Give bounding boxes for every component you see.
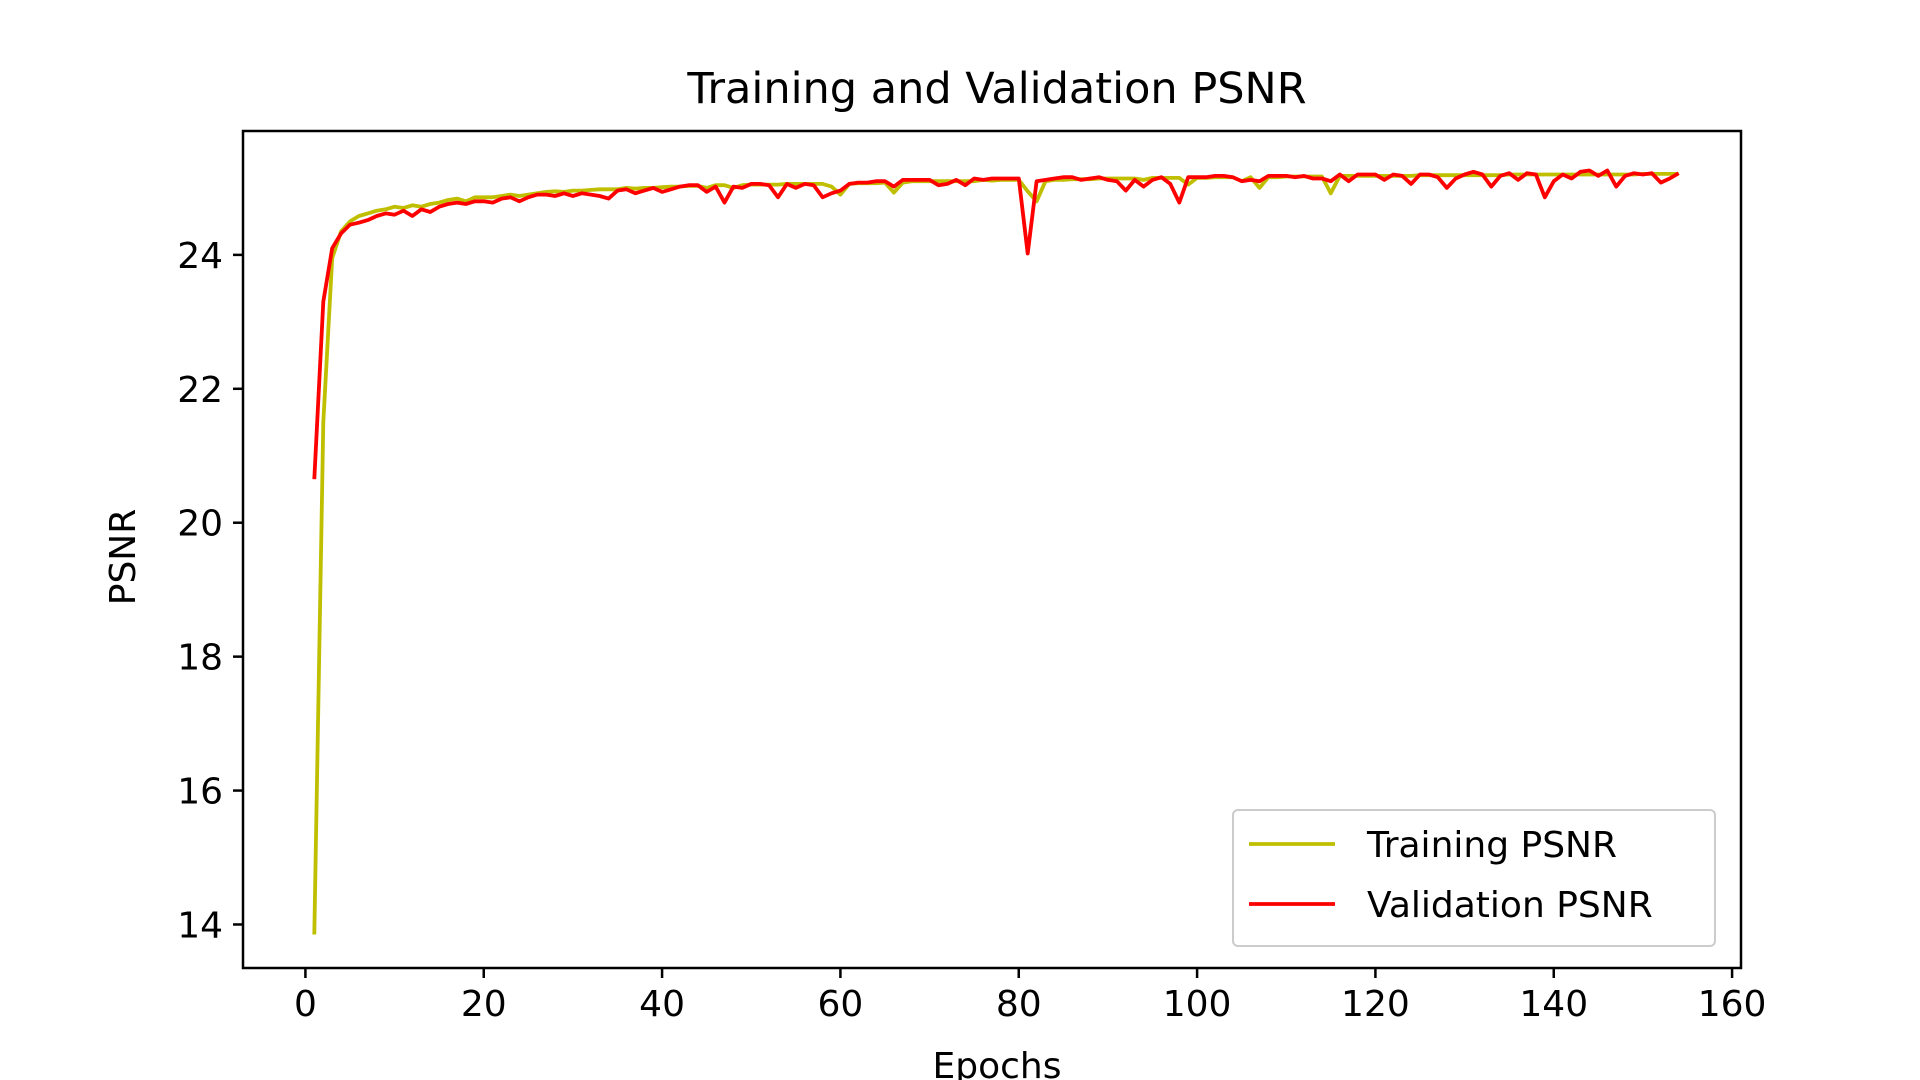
x-tick-label: 40 <box>639 984 685 1025</box>
legend-box <box>1232 809 1716 947</box>
y-tick-label: 20 <box>177 504 223 545</box>
y-tick-label: 22 <box>177 370 223 411</box>
y-axis: 14 16 18 20 22 24 <box>177 236 243 946</box>
series-line-validation-psnr <box>312 168 1680 480</box>
axes-frame <box>241 129 1743 970</box>
x-tick-label: 140 <box>1519 984 1588 1025</box>
y-tick-label: 24 <box>177 236 223 277</box>
y-tick-label: 16 <box>177 772 223 813</box>
plot-area <box>312 168 1680 935</box>
y-tick-label: 14 <box>177 905 223 946</box>
x-tick-label: 160 <box>1698 984 1767 1025</box>
y-tick-label: 18 <box>177 638 223 679</box>
x-tick-label: 20 <box>461 984 507 1025</box>
x-tick-label: 60 <box>818 984 864 1025</box>
legend-label: Training PSNR <box>1366 825 1617 866</box>
x-axis: 0 20 40 60 80 100 120 140 160 <box>294 968 1766 1025</box>
x-tick-label: 120 <box>1341 984 1410 1025</box>
chart-title: Training and Validation PSNR <box>686 64 1306 114</box>
x-tick-label: 0 <box>294 984 317 1025</box>
x-tick-label: 80 <box>996 984 1042 1025</box>
y-axis-title: PSNR <box>103 509 144 606</box>
legend-label: Validation PSNR <box>1367 885 1653 926</box>
x-tick-label: 100 <box>1163 984 1232 1025</box>
chart-legend: Training PSNR Validation PSNR <box>1232 809 1716 947</box>
x-axis-title: Epochs <box>933 1046 1062 1080</box>
